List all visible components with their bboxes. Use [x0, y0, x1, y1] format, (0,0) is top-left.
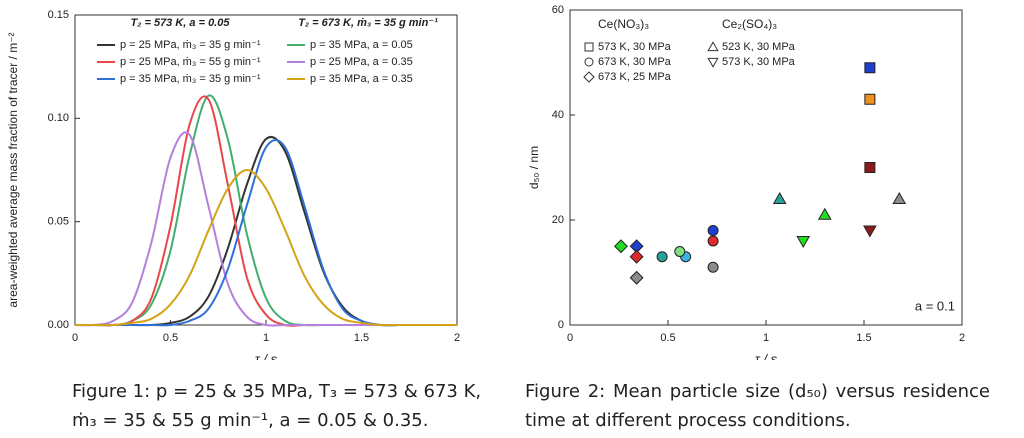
y-tick-label: 60 [552, 4, 564, 16]
y-axis-label: d₅₀ / nm [527, 146, 541, 189]
legend-label: p = 35 MPa, ṁ₃ = 35 g min⁻¹ [120, 73, 261, 85]
x-axis-label: τ / s [755, 351, 778, 360]
series-line [74, 94, 457, 327]
x-tick-label: 2 [959, 332, 965, 344]
series-line [74, 95, 457, 327]
y-axis-label: area-weighted average mass fraction of t… [6, 32, 20, 307]
annotation: a = 0.1 [915, 298, 955, 313]
point [817, 207, 832, 220]
legend-label: p = 25 MPa, a = 0.35 [310, 56, 413, 68]
caption: Figure 1: p = 25 & 35 MPa, T₃ = 573 & 67… [72, 381, 482, 431]
legend-header: T₂ = 673 K, ṁ₃ = 35 g min⁻¹ [298, 17, 438, 29]
point [863, 225, 877, 238]
point [796, 236, 811, 249]
legend-symbol [584, 42, 594, 52]
point [864, 162, 876, 173]
x-tick-label: 1 [763, 332, 769, 344]
point [656, 251, 668, 263]
legend-label: p = 25 MPa, ṁ₃ = 55 g min⁻¹ [120, 56, 261, 68]
legend-label: 573 K, 30 MPa [598, 41, 672, 53]
point [629, 249, 644, 264]
y-tick-label: 20 [552, 214, 564, 226]
x-tick-label: 1.5 [354, 332, 369, 344]
series-line [74, 168, 457, 327]
legend-label: 523 K, 30 MPa [722, 41, 796, 53]
figures: 0 0.5 1 1.5 2 0.00 0.05 0.10 0.15 τ / s area-weigh… [6, 4, 965, 360]
x-tick-label: 2 [454, 332, 460, 344]
x-tick-label: 0 [72, 332, 78, 344]
point [707, 261, 719, 273]
x-axis-label: τ / s [255, 351, 278, 360]
legend-symbol [707, 41, 719, 52]
point [707, 225, 719, 236]
legend-symbol [583, 71, 595, 83]
legend-symbol [707, 57, 719, 68]
legend-label: p = 35 MPa, a = 0.05 [310, 39, 413, 51]
legend-title: Ce(NO₃)₃ [598, 17, 649, 31]
x-tick-label: 0 [567, 332, 573, 344]
point [864, 62, 876, 74]
caption: Figure 2: Mean particle size (d₅₀) versu… [525, 381, 990, 431]
point [629, 270, 644, 285]
x-tick-label: 0.5 [163, 332, 178, 344]
y-tick-label: 0.15 [48, 9, 69, 21]
point [674, 246, 686, 257]
point [772, 191, 787, 204]
y-tick-label: 0.10 [48, 112, 69, 124]
legend-header: T₂ = 573 K, a = 0.05 [131, 17, 231, 29]
legend-label: 673 K, 30 MPa [598, 56, 672, 68]
point [892, 191, 907, 204]
y-tick-label: 0 [558, 319, 564, 331]
legend-label: p = 35 MPa, a = 0.35 [310, 73, 413, 85]
point [707, 235, 719, 247]
y-tick-label: 0.05 [48, 216, 69, 228]
point [614, 239, 628, 254]
legend-symbol [584, 57, 594, 67]
x-tick-label: 1 [263, 332, 269, 344]
point [864, 93, 876, 105]
x-tick-label: 1.5 [856, 332, 871, 344]
legend-title: Ce₂(SO₄)₃ [722, 17, 777, 31]
y-tick-label: 0.00 [48, 319, 69, 331]
legend-label: 573 K, 30 MPa [722, 56, 796, 68]
legend-label: p = 25 MPa, ṁ₃ = 35 g min⁻¹ [120, 39, 261, 51]
legend-label: 673 K, 25 MPa [598, 71, 672, 83]
y-tick-label: 40 [552, 109, 564, 121]
x-tick-label: 0.5 [660, 332, 675, 344]
